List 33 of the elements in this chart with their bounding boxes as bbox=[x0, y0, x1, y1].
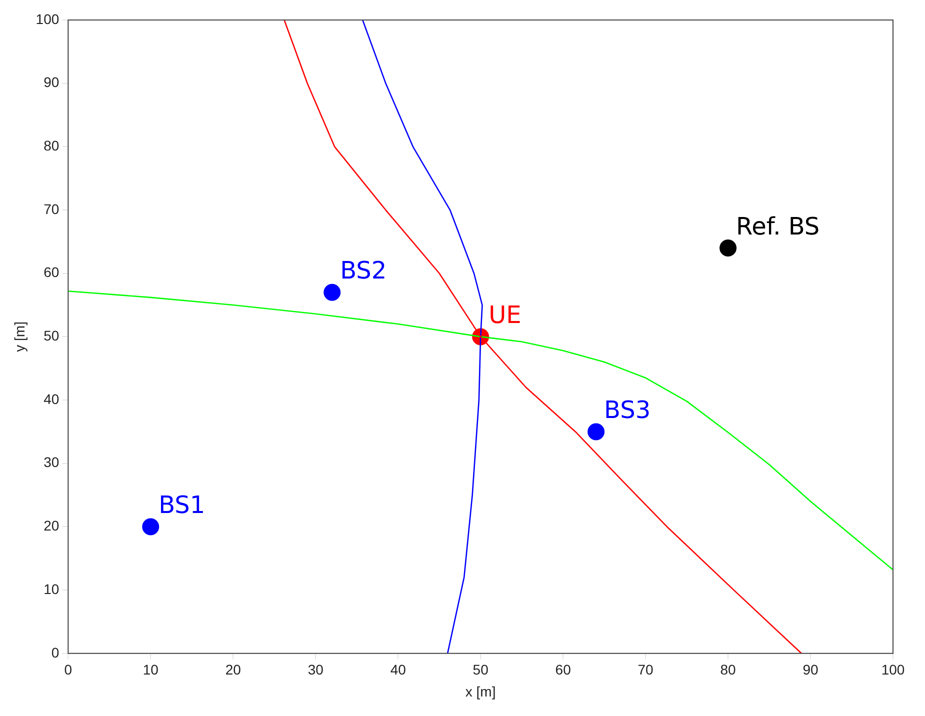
x-tick-label: 20 bbox=[225, 662, 242, 678]
y-tick-label: 70 bbox=[44, 200, 60, 217]
x-tick-label: 80 bbox=[720, 662, 736, 678]
series-label: BS1 bbox=[158, 490, 206, 519]
series-label: BS3 bbox=[604, 396, 651, 424]
y-axis-title: y [m] bbox=[11, 322, 28, 352]
point bbox=[142, 518, 160, 536]
y-tick-label: 60 bbox=[44, 264, 60, 280]
y-tick-label: 90 bbox=[44, 74, 60, 90]
y-tick-label: 20 bbox=[44, 518, 60, 534]
x-tick-label: 50 bbox=[472, 662, 489, 678]
series-label: UE bbox=[488, 300, 522, 329]
x-tick-label: 90 bbox=[802, 662, 819, 678]
point bbox=[324, 284, 341, 301]
x-axis-title: x [m] bbox=[465, 683, 496, 700]
y-tick-label: 100 bbox=[36, 10, 60, 27]
x-tick-label: 30 bbox=[308, 662, 324, 678]
y-tick-label: 50 bbox=[44, 328, 60, 344]
y-tick-label: 80 bbox=[44, 138, 60, 154]
x-tick-label: 60 bbox=[555, 662, 572, 678]
series-label: BS2 bbox=[340, 256, 387, 285]
x-tick-label: 40 bbox=[390, 662, 406, 678]
x-tick-label: 70 bbox=[638, 662, 654, 678]
point bbox=[720, 240, 737, 257]
y-tick-label: 0 bbox=[51, 644, 60, 660]
x-tick-label: 10 bbox=[142, 662, 159, 678]
series-label: Ref. BS bbox=[736, 212, 820, 240]
y-tick-label: 40 bbox=[44, 390, 60, 407]
y-tick-label: 30 bbox=[44, 454, 60, 470]
y-tick-label: 10 bbox=[44, 580, 60, 597]
x-tick-label: 100 bbox=[881, 662, 905, 678]
x-tick-label: 0 bbox=[64, 662, 72, 678]
point bbox=[588, 423, 605, 440]
